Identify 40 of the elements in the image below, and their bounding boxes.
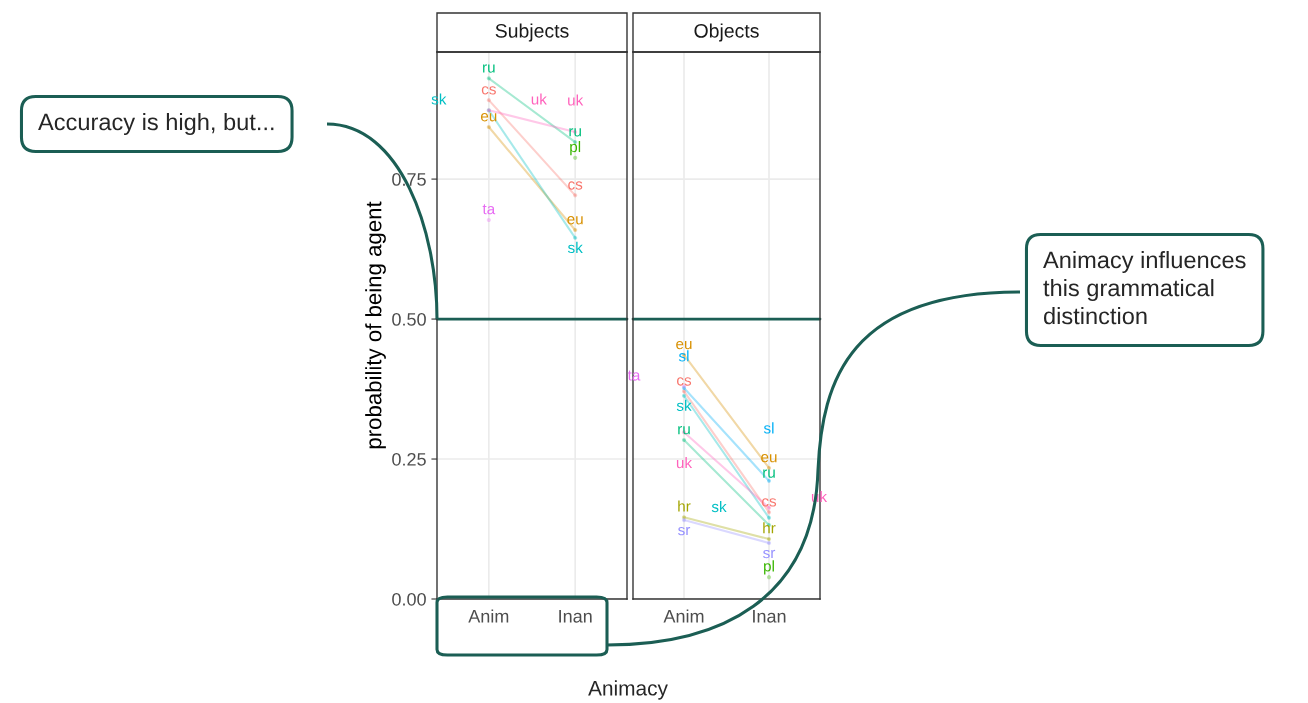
text: hr xyxy=(678,500,691,512)
series-label: sl xyxy=(678,350,689,362)
text: ru xyxy=(763,469,775,478)
y-tick-label: 0.50 xyxy=(392,313,426,326)
text: cs xyxy=(677,377,692,386)
text: cs xyxy=(481,86,496,95)
text: ru xyxy=(483,64,495,73)
series-label: ru xyxy=(569,128,581,137)
chart-title: Objects xyxy=(694,23,759,42)
text: sk xyxy=(711,500,727,513)
series-label: cs xyxy=(762,498,777,507)
series-label: hr xyxy=(763,522,776,534)
series-label: sk xyxy=(676,399,692,411)
y-tick-label: 0.00 xyxy=(392,592,426,606)
text: sr xyxy=(763,549,776,559)
series-label: ta xyxy=(482,204,496,215)
text: eu xyxy=(676,340,692,350)
text: Animacy influences this grammatical distinction xyxy=(1043,251,1246,325)
series-label: sr xyxy=(678,526,691,536)
series-label: pl xyxy=(570,140,581,156)
x-tick-label: Inan xyxy=(753,610,786,623)
x-tick-label: Anim xyxy=(468,609,509,623)
y-tick-label: 0.25 xyxy=(392,452,426,466)
series-label: sk xyxy=(567,241,583,254)
text: Accuracy is high, but... xyxy=(38,113,274,135)
series-label: pl xyxy=(764,560,774,575)
series-label: uk xyxy=(531,93,547,105)
series-label: ru xyxy=(678,426,690,435)
x-tick-label: Inan xyxy=(559,610,592,623)
series-label: eu xyxy=(567,216,583,225)
series-label: cs xyxy=(568,181,583,190)
x-tick-label: Anim xyxy=(663,609,704,623)
series-label: eu xyxy=(761,454,777,463)
text: uk xyxy=(568,94,584,106)
series-label: uk xyxy=(676,456,693,469)
x-axis-title: Animacy xyxy=(588,680,668,700)
text: sl xyxy=(763,422,774,434)
chart-title: Subjects xyxy=(495,23,569,42)
y-axis-title: probability of being agent xyxy=(365,201,386,449)
text: eu xyxy=(480,113,497,122)
